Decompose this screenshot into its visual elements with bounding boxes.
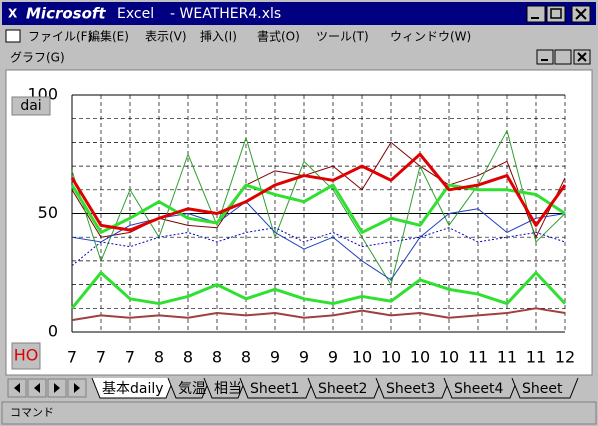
sheet-tab[interactable]	[307, 377, 383, 399]
series-line	[71, 227, 566, 267]
brand: Microsoft	[26, 5, 106, 23]
series-line	[71, 307, 566, 322]
x-tick-label: 11	[526, 348, 546, 367]
x-tick-label: 9	[328, 348, 338, 367]
menu-item[interactable]: ファイル(F)	[28, 30, 92, 44]
y-tick-label: 50	[38, 203, 58, 222]
tab-nav-arrow	[14, 383, 20, 393]
x-tick-label: 10	[439, 348, 459, 367]
menu-item[interactable]: 書式(O)	[257, 30, 300, 44]
x-tick-label: 11	[468, 348, 488, 367]
menu-item[interactable]: 表示(V)	[145, 30, 187, 44]
app-name: Excel	[117, 6, 154, 22]
ho-button[interactable]	[11, 342, 41, 370]
x-tick-label: 10	[410, 348, 430, 367]
y-tick-label: 0	[48, 322, 58, 341]
x-tick-label: 8	[183, 348, 193, 367]
sheet-tab[interactable]	[91, 377, 175, 399]
x-tick-label: 10	[381, 348, 401, 367]
sheet-tab[interactable]	[203, 377, 247, 399]
dai-button-label: dai	[20, 98, 41, 114]
window-buttons	[526, 5, 591, 23]
x-tick-label: 10	[352, 348, 372, 367]
x-tick-label: 12	[555, 348, 575, 367]
series-line	[71, 130, 566, 286]
tab-nav-arrow	[74, 383, 80, 393]
chart-menu[interactable]: グラフ(G)	[10, 51, 65, 65]
menu-item[interactable]: ツール(T)	[316, 30, 369, 44]
sheet-tab[interactable]	[375, 377, 451, 399]
menu-item[interactable]: ウィンドウ(W)	[390, 30, 471, 44]
sheet-tab-label: Sheet1	[250, 381, 299, 397]
x-tick-label: 7	[67, 348, 77, 367]
menu-bar: ファイル(F)編集(E) 表示(V) 挿入(I) 書式(O) ツール(T) ウィンドウ(W…	[5, 29, 471, 44]
series-line	[70, 183, 566, 234]
sheet-tab[interactable]	[511, 377, 579, 399]
x-tick-label: 9	[299, 348, 309, 367]
child-buttons	[536, 49, 591, 65]
document-name: - WEATHER4.xls	[170, 6, 281, 22]
x-tick-label: 11	[497, 348, 517, 367]
sheet-tab-label: 相当	[214, 381, 242, 397]
sheet-tab[interactable]	[443, 377, 519, 399]
x-tick-label: 7	[96, 348, 106, 367]
sheet-tab-label: Sheet	[522, 381, 563, 397]
menu-item[interactable]: 挿入(I)	[200, 30, 237, 44]
child-restore[interactable]	[554, 49, 572, 65]
sheet-tab[interactable]	[239, 377, 315, 399]
sheet-tab-label: 気温	[178, 381, 206, 397]
x-tick-label: 8	[212, 348, 222, 367]
sheet-tab-label: 基本daily	[102, 380, 164, 397]
series-line	[70, 271, 567, 310]
sheet-tab-label: Sheet4	[454, 381, 503, 397]
doc-icon	[5, 29, 21, 43]
title-bar	[2, 2, 596, 25]
child-minimize[interactable]	[536, 49, 554, 65]
menu-item[interactable]: 編集(E)	[88, 29, 129, 44]
status-text: コマンド	[10, 406, 54, 419]
app-icon: X	[8, 7, 18, 21]
status-bar	[1, 401, 597, 425]
sheet-tab-label: Sheet3	[386, 381, 435, 397]
x-tick-label: 9	[270, 348, 280, 367]
x-tick-label: 7	[125, 348, 135, 367]
series-line	[70, 152, 567, 232]
tab-nav-arrow	[34, 383, 40, 393]
tab-nav-arrow	[54, 383, 60, 393]
minimize[interactable]	[526, 5, 546, 23]
sheet-tab[interactable]	[167, 377, 211, 399]
x-tick-label: 8	[154, 348, 164, 367]
sheet-tab-label: Sheet2	[318, 381, 367, 397]
sheet-tabs: 基本daily 気温 相当 Sheet1 Sheet2 Sheet3 Sheet4 Sheet	[0, 376, 598, 400]
x-tick-label: 8	[241, 348, 251, 367]
ho-button-label: HO	[14, 346, 39, 365]
dai-button[interactable]	[11, 96, 51, 116]
